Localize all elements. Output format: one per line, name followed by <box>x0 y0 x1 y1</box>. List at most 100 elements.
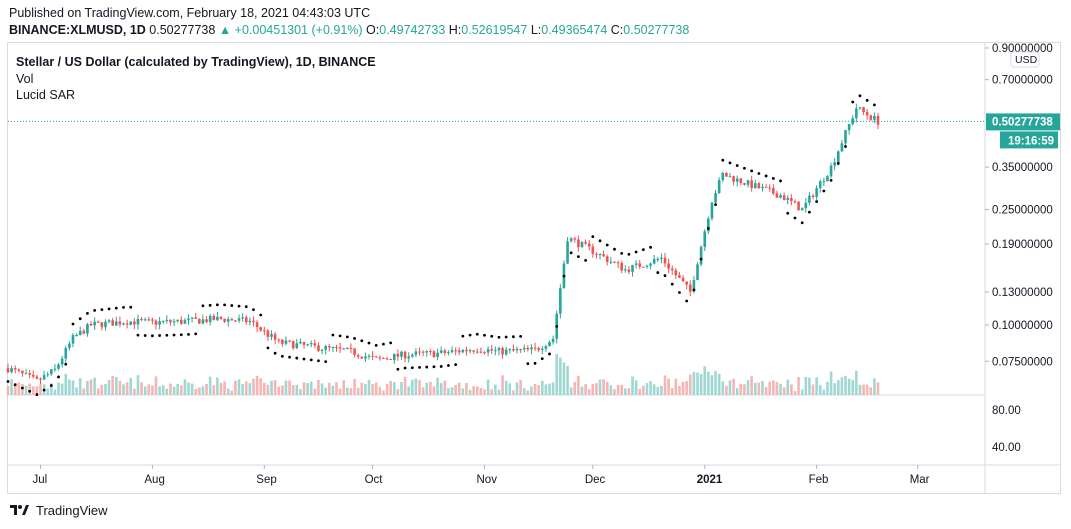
candle-body <box>201 319 205 324</box>
candle-body <box>10 368 13 373</box>
volume-bar <box>13 383 17 395</box>
candle-body <box>851 118 855 124</box>
candle-body <box>530 347 533 350</box>
volume-bar <box>111 376 114 395</box>
sar-dot <box>598 239 602 243</box>
volume-bar <box>678 385 681 395</box>
candle-body <box>678 275 681 278</box>
sar-dot <box>519 334 523 338</box>
candle-body <box>356 355 360 357</box>
volume-bar <box>855 370 858 395</box>
candle-body <box>208 315 212 323</box>
candle-body <box>858 107 862 109</box>
candle-body <box>165 319 169 322</box>
volume-bar <box>508 383 512 395</box>
chart-frame[interactable] <box>7 42 1061 494</box>
candle-body <box>313 343 317 346</box>
price-tick-label: 0.10000000 <box>992 320 1053 332</box>
sar-dot <box>504 335 508 339</box>
volume-bar <box>270 380 273 395</box>
volume-bar <box>364 383 367 395</box>
open-label: O: <box>366 23 380 37</box>
open-value: 0.49742733 <box>379 23 446 37</box>
candle-body <box>374 356 378 358</box>
candle-body <box>111 320 114 326</box>
candle-body <box>255 322 259 328</box>
volume-bar <box>176 384 179 395</box>
footer-brand[interactable]: TradingView <box>36 502 108 518</box>
tradingview-logo-icon <box>10 505 29 515</box>
candle-body <box>114 321 118 326</box>
candle-body <box>829 165 833 177</box>
volume-bar <box>660 385 663 395</box>
volume-bar <box>681 381 685 395</box>
volume-bar <box>46 388 50 395</box>
last-price-badge <box>986 113 1060 131</box>
volume-bar <box>699 373 703 395</box>
published-line: Published on TradingView.com, February 1… <box>9 6 371 20</box>
candle-body <box>331 347 335 349</box>
volume-bar <box>425 382 429 395</box>
sar-dot <box>620 251 624 255</box>
volume-bar <box>465 383 468 395</box>
sar-dot <box>490 334 494 338</box>
volume-bar <box>840 377 844 395</box>
volume-bar <box>183 379 187 395</box>
candle-body <box>237 318 241 321</box>
candle-body <box>414 351 418 355</box>
candle-body <box>782 195 786 200</box>
volume-bar <box>818 385 822 395</box>
sar-dot <box>93 308 97 312</box>
candle-body <box>371 355 374 357</box>
sar-dot <box>382 342 385 346</box>
volume-bar <box>728 380 732 395</box>
candle-body <box>13 368 17 370</box>
candle-body <box>140 318 143 321</box>
time-tick-label: Oct <box>365 474 384 486</box>
sar-dot <box>187 332 190 336</box>
volume-bar <box>374 382 378 395</box>
candle-body <box>660 257 663 259</box>
candle-body <box>244 317 248 323</box>
volume-bar <box>497 389 501 395</box>
volume-bar <box>244 381 248 395</box>
sar-dot <box>865 98 869 102</box>
volume-bar <box>703 366 707 395</box>
volume-bar <box>82 388 86 395</box>
candle-body <box>811 195 815 197</box>
volume-bar <box>28 383 31 395</box>
volume-bar <box>732 378 735 395</box>
candle-body <box>559 288 562 314</box>
candle-body <box>616 262 620 264</box>
candle-body <box>797 201 800 211</box>
sar-dot <box>244 305 248 309</box>
sar-dot <box>663 274 667 278</box>
candle-body <box>790 197 793 202</box>
volume-bar <box>114 377 118 395</box>
symbol-label: BINANCE:XLMUSD, 1D <box>9 23 146 37</box>
volume-bar <box>259 378 262 395</box>
candle-body <box>50 369 53 375</box>
volume-bar <box>122 384 125 395</box>
footer: TradingView <box>8 502 108 518</box>
sar-dot <box>800 221 804 225</box>
volume-bar <box>753 382 757 395</box>
candle-body <box>732 176 735 182</box>
volume-bar <box>371 384 374 395</box>
candle-body <box>396 353 400 357</box>
candle-body <box>764 186 768 188</box>
volume-bar <box>833 383 836 395</box>
change-value: ▲ +0.00451301 (+0.91%) <box>218 23 363 37</box>
candle-body <box>587 243 591 247</box>
candle-body <box>844 130 847 144</box>
candle-body <box>400 351 403 357</box>
candle-body <box>602 254 605 257</box>
volume-bar <box>490 389 494 395</box>
volume-bar <box>403 376 407 395</box>
volume-bar <box>826 381 829 395</box>
volume-bar <box>584 384 587 395</box>
candle-body <box>324 346 327 350</box>
candle-body <box>378 357 382 359</box>
volume-bar <box>291 385 295 395</box>
